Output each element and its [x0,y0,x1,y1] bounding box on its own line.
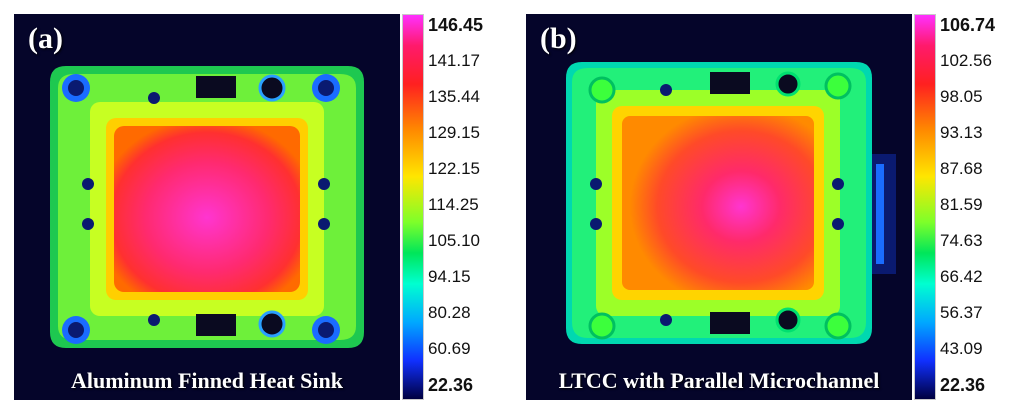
panel-a: (a) Aluminum Finned Heat Sink 146.45 141… [14,14,504,400]
tick-label: 81.59 [940,195,983,214]
colorbar-b [914,14,936,400]
tick-label: 93.13 [940,123,983,142]
tick-label: 141.17 [428,51,480,70]
tick-label: 98.05 [940,87,983,106]
tick-label: 22.36 [940,375,986,395]
panel-letter-b: (b) [540,22,577,55]
tick-label: 114.25 [428,195,479,214]
tick-label: 22.36 [428,375,474,395]
tick-label: 106.74 [940,15,996,35]
thermal-render-a [50,66,364,348]
tick-label: 43.09 [940,339,983,358]
tick-label: 129.15 [428,123,480,142]
colorbar-ticks-a: 146.45 141.17 135.44 129.15 122.15 114.2… [428,14,508,400]
tick-label: 74.63 [940,231,983,250]
panel-b: (b) LTCC with Parallel Microchannel 106.… [526,14,1016,400]
panel-letter-a: (a) [28,22,63,55]
tick-label: 66.42 [940,267,983,286]
tick-label: 56.37 [940,303,983,322]
tick-label: 146.45 [428,15,484,35]
thermal-render-b [566,62,896,344]
tick-label: 94.15 [428,267,471,286]
caption-b: LTCC with Parallel Microchannel [558,368,880,393]
tick-label: 135.44 [428,87,480,106]
thermal-image-a: (a) Aluminum Finned Heat Sink [14,14,400,400]
colorbar-a [402,14,424,400]
tick-label: 102.56 [940,51,992,70]
tick-label: 87.68 [940,159,983,178]
colorbar-ticks-b: 106.74 102.56 98.05 93.13 87.68 81.59 74… [940,14,1020,400]
tick-label: 60.69 [428,339,471,358]
caption-a: Aluminum Finned Heat Sink [70,368,343,393]
thermal-image-b: (b) LTCC with Parallel Microchannel [526,14,912,400]
tick-label: 122.15 [428,159,480,178]
tick-label: 105.10 [428,231,480,250]
tick-label: 80.28 [428,303,471,322]
